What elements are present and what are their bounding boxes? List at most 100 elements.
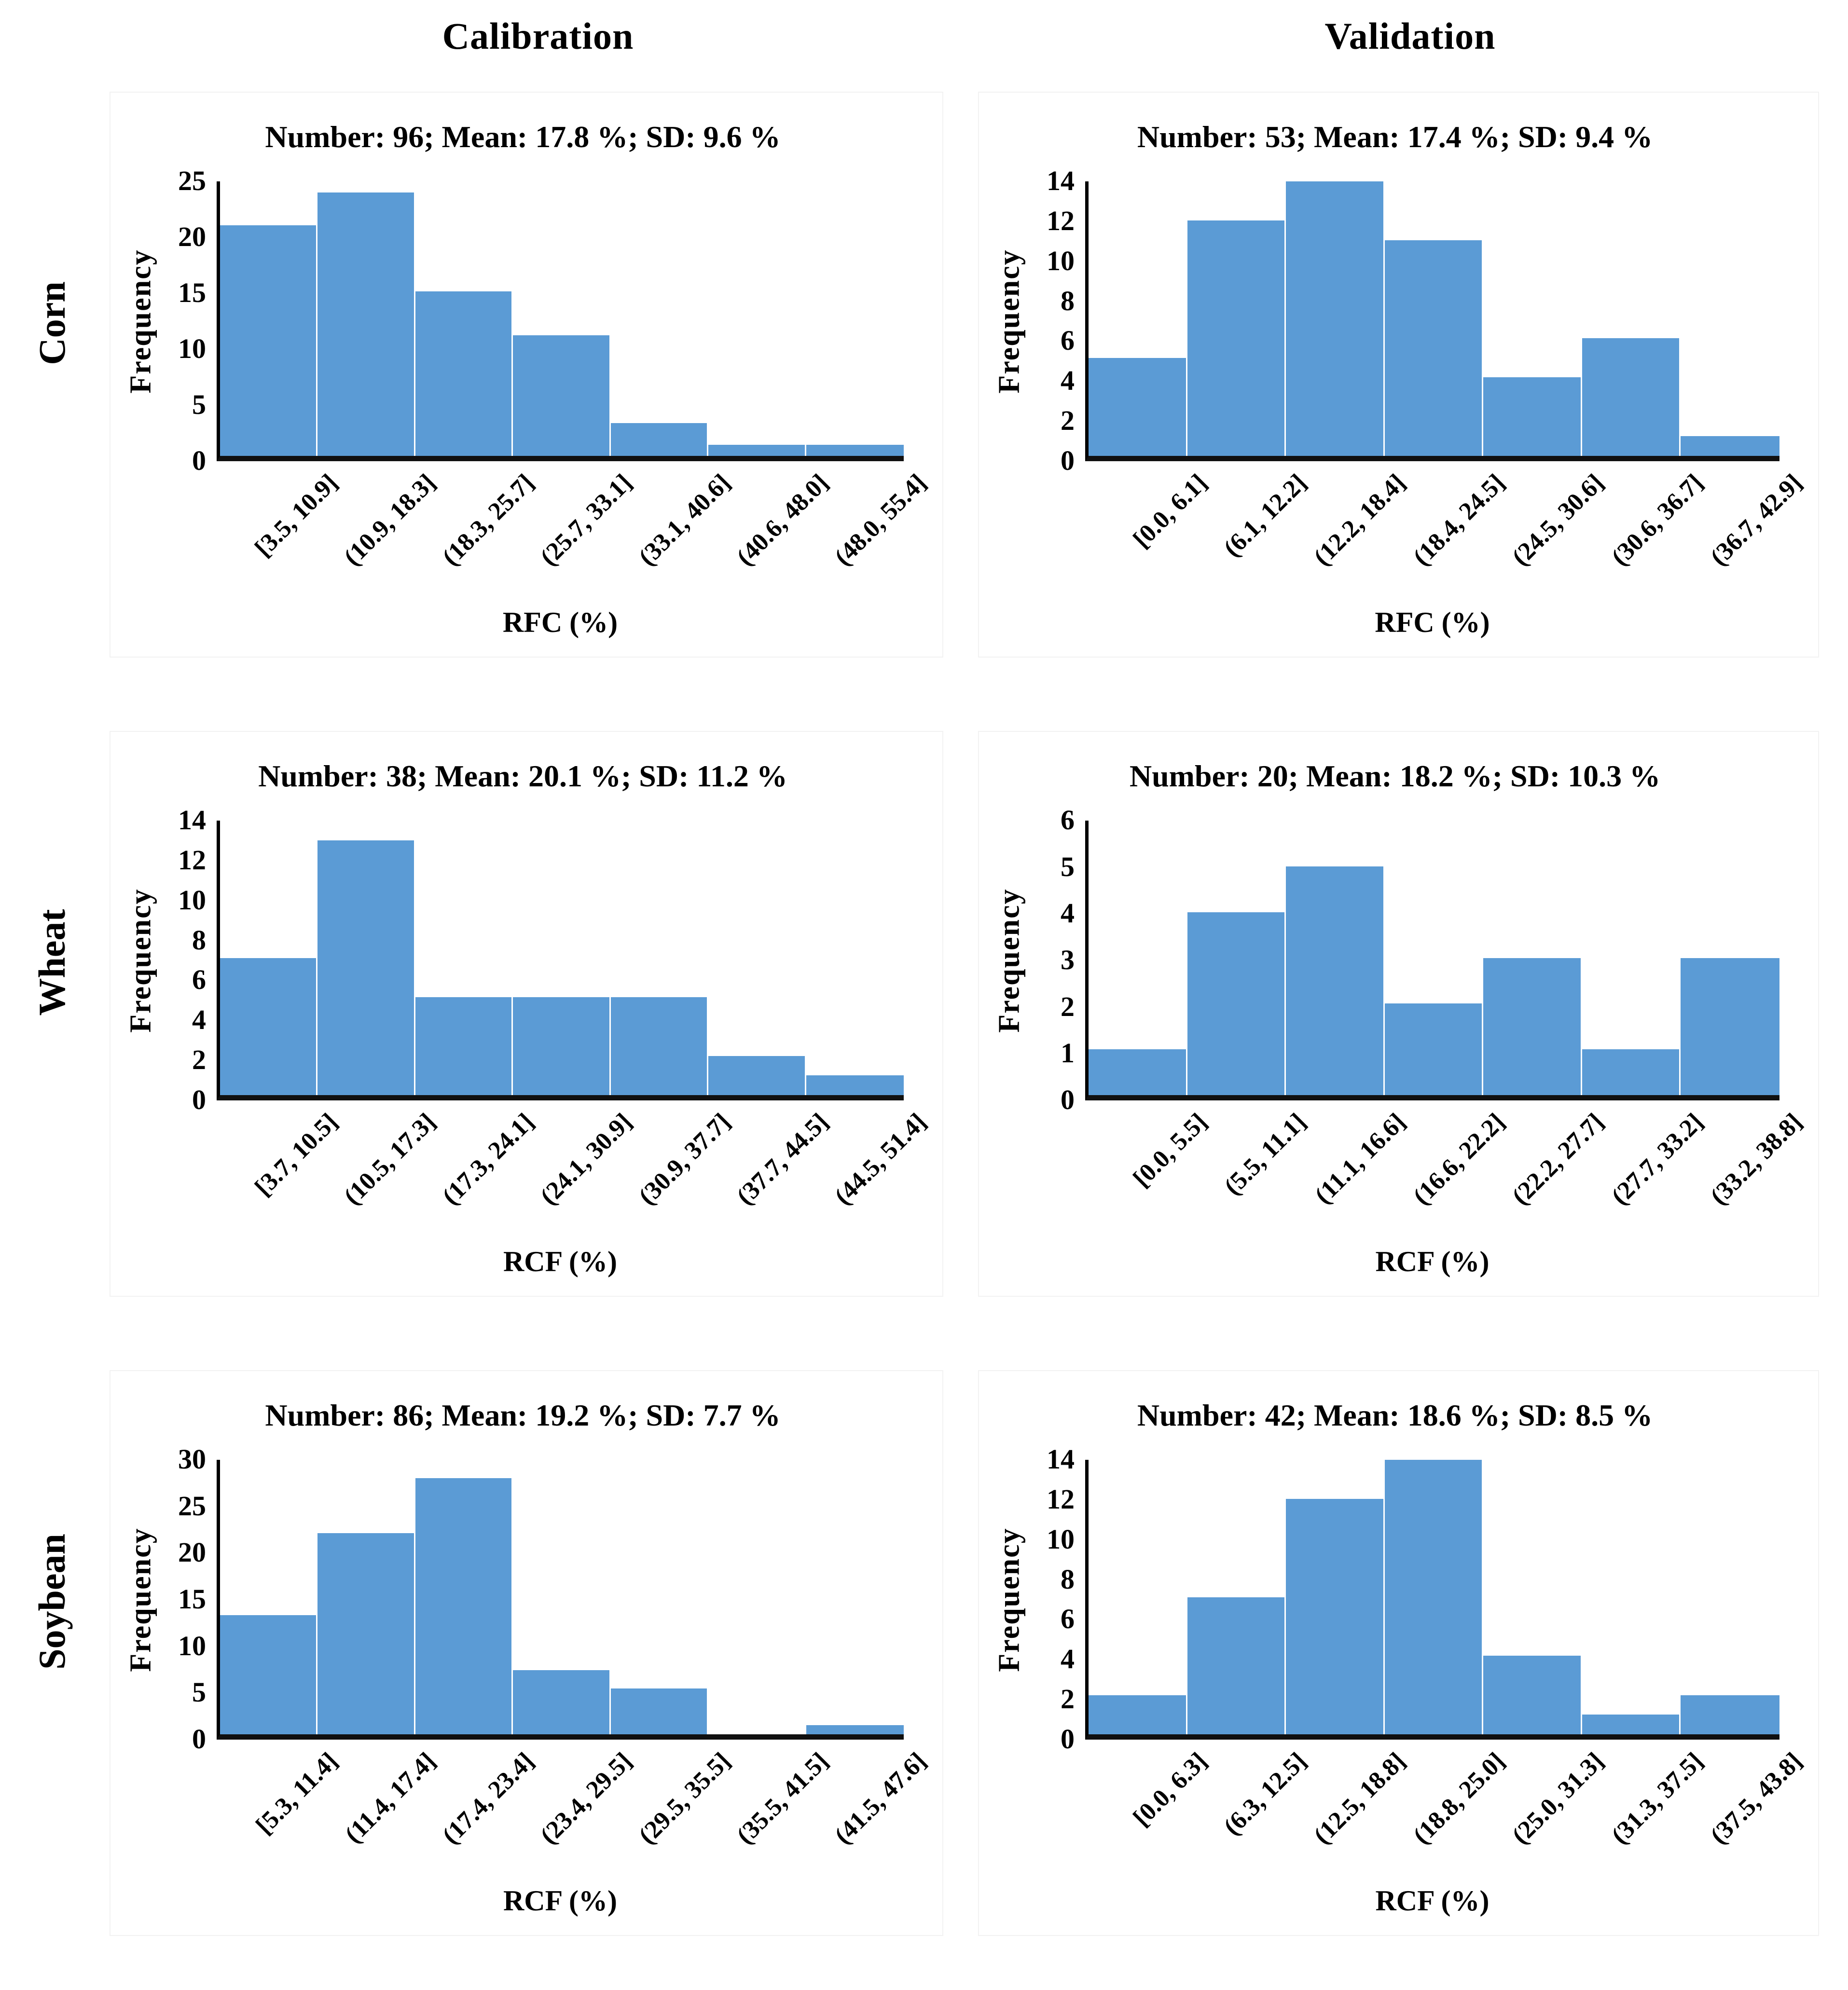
histogram: Frequency 30 25 20 15 10 5 0 (120, 1445, 925, 1753)
x-axis-ticks: [0.0, 5.5] (5.5, 11.1] (11.1, 16.6] (16.6, … (1085, 1100, 1808, 1245)
row-label-cell: Corn (0, 72, 104, 712)
histogram-bar (1187, 220, 1286, 456)
y-axis-title-text: Frequency (993, 1527, 1025, 1672)
y-tick-label: 4 (1061, 365, 1075, 397)
y-tick-label: 15 (178, 1583, 206, 1615)
x-axis-ticks: [5.3, 11.4] (11.4, 17.4] (17.4, 23.4] (23.4… (217, 1740, 932, 1884)
x-axis-title: RCF (%) (503, 1246, 618, 1277)
x-axis-ticks: [0.0, 6.3] (6.3, 12.5] (12.5, 18.8] (18.8, … (1085, 1740, 1808, 1884)
y-axis-title-text: Frequency (124, 249, 157, 394)
x-tick-label: (12.2, 18.4] (1309, 468, 1411, 571)
x-tick-label: (18.8, 25.0] (1407, 1747, 1510, 1850)
y-tick-label: 5 (192, 388, 206, 420)
x-tick-label: (44.5, 51.4] (829, 1108, 932, 1210)
histogram-bar (220, 225, 318, 456)
chart-figure: Number: 38; Mean: 20.1 %; SD: 11.2 % Freq… (110, 731, 943, 1297)
y-axis-title: Frequency (989, 1460, 1030, 1740)
x-tick-label: (25.0, 31.3] (1507, 1747, 1610, 1850)
y-tick-label: 5 (192, 1676, 206, 1708)
x-tick-label: (25.7, 33.1] (535, 468, 637, 571)
x-tick-label: (6.3, 12.5] (1218, 1747, 1312, 1841)
histogram-bar (708, 1056, 806, 1095)
chart-figure: Number: 53; Mean: 17.4 %; SD: 9.4 % Frequ… (978, 92, 1819, 658)
chart-figure: Number: 96; Mean: 17.8 %; SD: 9.6 % Frequ… (110, 92, 943, 658)
y-tick-label: 2 (1061, 404, 1075, 436)
y-tick-label: 12 (1047, 1483, 1075, 1515)
y-axis-ticks: 30 25 20 15 10 5 0 (161, 1445, 217, 1753)
y-tick-label: 15 (178, 276, 206, 308)
y-tick-label: 10 (178, 332, 206, 364)
histogram-bar (1582, 1715, 1681, 1734)
x-axis-ticks: [3.5, 10.9] (10.9, 18.3] (18.3, 25.7] (25.7… (217, 461, 932, 606)
histogram-bar (1681, 958, 1779, 1095)
histogram-bar (1483, 1656, 1582, 1734)
histogram-bar (317, 840, 415, 1095)
histogram-bar (1681, 436, 1779, 456)
histogram-bar (1089, 357, 1187, 456)
y-axis-title: Frequency (120, 181, 161, 461)
panel-wheat-calibration: Number: 38; Mean: 20.1 %; SD: 11.2 % Freq… (104, 712, 972, 1351)
histogram: Frequency 14 12 10 8 6 4 2 0 (120, 806, 925, 1113)
y-axis-ticks: 14 12 10 8 6 4 2 0 (1030, 1445, 1085, 1753)
x-tick-label: (6.1, 12.2] (1218, 468, 1312, 563)
plot-area (1085, 181, 1779, 461)
y-tick-label: 2 (192, 1043, 206, 1075)
x-axis-title: RCF (%) (1375, 1246, 1489, 1277)
histogram: Frequency 14 12 10 8 6 4 2 0 (989, 166, 1801, 474)
x-tick-label: (36.7, 42.9] (1705, 468, 1808, 571)
stats-title: Number: 38; Mean: 20.1 %; SD: 11.2 % (258, 759, 787, 793)
y-tick-label: 3 (1061, 944, 1075, 975)
y-tick-label: 12 (178, 844, 206, 876)
x-tick-label: (30.9, 37.7] (633, 1108, 736, 1210)
figure-row: Corn Number: 96; Mean: 17.8 %; SD: 9.6 % F… (0, 72, 1848, 712)
x-tick-label: (37.7, 44.5] (731, 1108, 834, 1210)
y-axis-title: Frequency (989, 181, 1030, 461)
x-tick-label: [0.0, 6.3] (1128, 1747, 1213, 1832)
histogram-bar (1286, 1499, 1385, 1734)
y-axis-ticks: 14 12 10 8 6 4 2 0 (1030, 166, 1085, 474)
y-tick-label: 12 (1047, 205, 1075, 236)
x-tick-label: (16.6, 22.2] (1407, 1108, 1510, 1210)
y-tick-label: 4 (192, 1004, 206, 1036)
x-tick-label: [0.0, 6.1] (1128, 468, 1213, 553)
y-tick-label: 10 (1047, 245, 1075, 276)
y-axis-title: Frequency (120, 821, 161, 1100)
figure-row: Soybean Number: 86; Mean: 19.2 %; SD: 7.7… (0, 1351, 1848, 1990)
histogram-bar (1483, 958, 1582, 1095)
histogram-bar (610, 1688, 709, 1734)
y-tick-label: 6 (1061, 325, 1075, 357)
x-tick-label: (22.2, 27.7] (1507, 1108, 1610, 1210)
y-axis-ticks: 14 12 10 8 6 4 2 0 (161, 806, 217, 1113)
x-tick-label: (10.9, 18.3] (339, 468, 441, 571)
y-tick-label: 1 (1061, 1037, 1075, 1069)
y-tick-label: 2 (1061, 1683, 1075, 1715)
y-tick-label: 10 (1047, 1523, 1075, 1555)
histogram-bar (610, 997, 709, 1095)
x-axis-title: RCF (%) (503, 1885, 618, 1917)
y-tick-label: 8 (1061, 285, 1075, 316)
y-axis-ticks: 6 5 4 3 2 1 0 (1030, 806, 1085, 1113)
x-axis-title: RCF (%) (1375, 1885, 1489, 1917)
y-tick-label: 10 (178, 884, 206, 916)
x-tick-label: (23.4, 29.5] (535, 1747, 637, 1850)
y-axis-title: Frequency (120, 1460, 161, 1740)
histogram-bar (1681, 1695, 1779, 1734)
column-title-validation: Validation (1324, 15, 1496, 57)
histogram: Frequency 6 5 4 3 2 1 0 (989, 806, 1801, 1113)
histogram-bar (1089, 1049, 1187, 1095)
histogram: Frequency 14 12 10 8 6 4 2 0 (989, 1445, 1801, 1753)
row-label: Wheat (30, 909, 73, 1016)
y-tick-label: 0 (192, 444, 206, 476)
x-tick-label: (30.6, 36.7] (1606, 468, 1709, 571)
panel-corn-validation: Number: 53; Mean: 17.4 %; SD: 9.4 % Frequ… (972, 72, 1848, 712)
x-axis-title: RFC (%) (502, 606, 618, 638)
x-axis-ticks: [0.0, 6.1] (6.1, 12.2] (12.2, 18.4] (18.4, … (1085, 461, 1808, 606)
histogram-bar (806, 1725, 904, 1734)
x-tick-label: (18.3, 25.7] (437, 468, 539, 571)
y-tick-label: 8 (192, 924, 206, 956)
column-title-calibration: Calibration (442, 15, 634, 57)
y-tick-label: 14 (1047, 165, 1075, 196)
y-tick-label: 20 (178, 220, 206, 252)
histogram-bar (513, 997, 611, 1095)
